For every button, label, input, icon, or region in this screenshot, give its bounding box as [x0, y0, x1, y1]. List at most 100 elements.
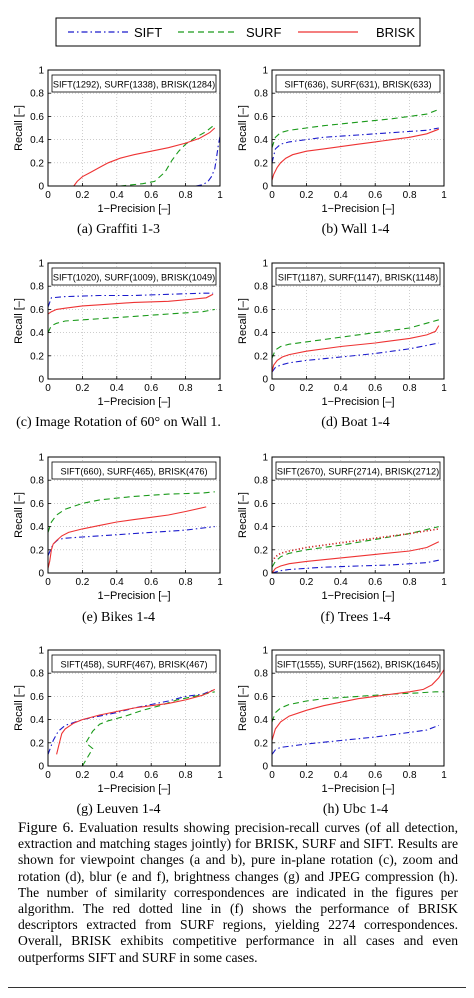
plot-frame	[271, 649, 445, 767]
series-line-surf	[271, 526, 439, 568]
x-tick-label: 0.6	[144, 190, 158, 201]
caption-d: (d) Boat 1-4	[321, 415, 390, 430]
legend-label-brisk: BRISK	[376, 25, 415, 40]
x-tick-label: 0.2	[299, 383, 313, 394]
y-tick-label: 0.8	[254, 89, 268, 100]
series-line-sift	[271, 342, 439, 373]
x-axis-label: 1−Precision [–]	[321, 783, 394, 795]
x-tick-label: 0.8	[403, 190, 417, 201]
series-line-surf	[271, 319, 439, 359]
legend-box	[55, 17, 421, 47]
y-tick-label: 0	[38, 569, 44, 580]
y-axis-label: Recall [–]	[13, 298, 25, 344]
y-tick-label: 0.2	[254, 158, 268, 169]
x-tick-label: 0	[45, 383, 51, 394]
panel-g: 0 0.2 0.4 0.6 0.8 1 0 0.2 0.4 0.6 0.8 1 SIFT(458), S…	[13, 646, 223, 796]
x-tick-label: 0.8	[179, 383, 193, 394]
y-tick-label: 0.2	[254, 351, 268, 362]
series-line-surf	[47, 491, 215, 533]
x-tick-label: 0.8	[403, 383, 417, 394]
y-tick-label: 0.8	[30, 476, 44, 487]
figure-label: Figure 6.	[18, 820, 74, 836]
x-tick-label: 0.4	[110, 577, 124, 588]
annotation-box	[275, 267, 441, 286]
y-tick-label: 1	[38, 259, 44, 270]
annotation: SIFT(2670), SURF(2714), BRISK(2712)	[275, 461, 441, 480]
annotation-text: SIFT(1020), SURF(1009), BRISK(1049)	[53, 273, 215, 283]
x-tick-label: 0.4	[110, 383, 124, 394]
x-tick-label: 1	[217, 383, 223, 394]
y-tick-label: 0.4	[30, 328, 44, 339]
x-tick-label: 0.6	[144, 383, 158, 394]
x-tick-label: 0.8	[179, 770, 193, 781]
x-tick-label: 0.6	[144, 770, 158, 781]
figure-caption: Figure 6. Evaluation results showing pre…	[18, 820, 458, 966]
annotation-box	[275, 654, 441, 673]
x-tick-label: 0.6	[368, 770, 382, 781]
series-line-brisk	[47, 293, 214, 315]
annotation-text: SIFT(1187), SURF(1147), BRISK(1148)	[278, 273, 438, 283]
y-tick-label: 0.6	[254, 305, 268, 316]
annotation-text: SIFT(1292), SURF(1338), BRISK(1284)	[53, 80, 215, 90]
y-axis-label: Recall [–]	[13, 492, 25, 538]
panel-b: 0 0.2 0.4 0.6 0.8 1 0 0.2 0.4 0.6 0.8 1 SIFT(636), S…	[237, 66, 447, 216]
x-tick-label: 0.8	[179, 190, 193, 201]
series-line-surf	[47, 308, 215, 333]
series-line-sift	[195, 136, 221, 187]
x-axis-label: 1−Precision [–]	[97, 783, 170, 795]
annotation-text: SIFT(2670), SURF(2714), BRISK(2712)	[277, 467, 439, 477]
annotation: SIFT(1020), SURF(1009), BRISK(1049)	[51, 267, 217, 286]
x-tick-label: 0.4	[110, 190, 124, 201]
annotation-box	[51, 74, 217, 93]
y-tick-label: 0.4	[30, 135, 44, 146]
x-tick-label: 0.4	[110, 770, 124, 781]
series-line-surf	[271, 691, 444, 723]
x-tick-label: 0.4	[334, 770, 348, 781]
x-tick-label: 0	[45, 577, 51, 588]
annotation-text: SIFT(1555), SURF(1562), BRISK(1645)	[277, 660, 439, 670]
plot-frame	[271, 456, 445, 574]
plot-frame	[47, 649, 221, 767]
x-tick-label: 0	[45, 190, 51, 201]
panel-f: 0 0.2 0.4 0.6 0.8 1 0 0.2 0.4 0.6 0.8 1 SIFT(2670), …	[237, 453, 447, 603]
x-tick-label: 0.2	[75, 383, 89, 394]
x-tick-label: 0.8	[179, 577, 193, 588]
y-tick-label: 0.4	[254, 522, 268, 533]
y-tick-label: 1	[38, 66, 44, 77]
series-line-brisk	[73, 127, 216, 187]
panel-d: 0 0.2 0.4 0.6 0.8 1 0 0.2 0.4 0.6 0.8 1 SIFT(1187), …	[237, 259, 447, 409]
y-tick-label: 0.2	[30, 351, 44, 362]
series-line-brisk	[271, 541, 440, 574]
caption-e: (e) Bikes 1-4	[81, 610, 156, 625]
annotation-box	[275, 74, 441, 93]
x-tick-label: 0.8	[403, 770, 417, 781]
x-tick-label: 1	[217, 577, 223, 588]
series-line-brisk	[271, 669, 445, 741]
y-tick-label: 0.2	[254, 738, 268, 749]
x-tick-label: 0	[45, 770, 51, 781]
y-tick-label: 0.6	[30, 692, 44, 703]
y-tick-label: 0.8	[254, 282, 268, 293]
x-axis-label: 1−Precision [–]	[97, 590, 170, 602]
x-tick-label: 0.6	[144, 577, 158, 588]
legend-label-surf: SURF	[246, 25, 281, 40]
caption-b: (b) Wall 1-4	[321, 222, 390, 237]
annotation-text: SIFT(660), SURF(465), BRISK(476)	[60, 467, 207, 477]
x-tick-label: 0.2	[75, 190, 89, 201]
y-tick-label: 0.6	[254, 112, 268, 123]
caption-a: (a) Graffiti 1-3	[77, 222, 160, 237]
y-tick-label: 1	[38, 453, 44, 464]
x-axis-label: 1−Precision [–]	[321, 396, 394, 408]
y-axis-label: Recall [–]	[237, 685, 249, 731]
x-tick-label: 0.6	[368, 577, 382, 588]
y-tick-label: 1	[262, 646, 268, 657]
series-line-brisk-dotted	[271, 528, 439, 562]
y-axis-label: Recall [–]	[237, 492, 249, 538]
y-tick-label: 1	[262, 66, 268, 77]
x-tick-label: 1	[441, 383, 447, 394]
x-tick-label: 0.2	[299, 190, 313, 201]
annotation-box	[51, 267, 217, 286]
series-line-surf	[120, 124, 216, 187]
plot-frame	[47, 262, 221, 380]
